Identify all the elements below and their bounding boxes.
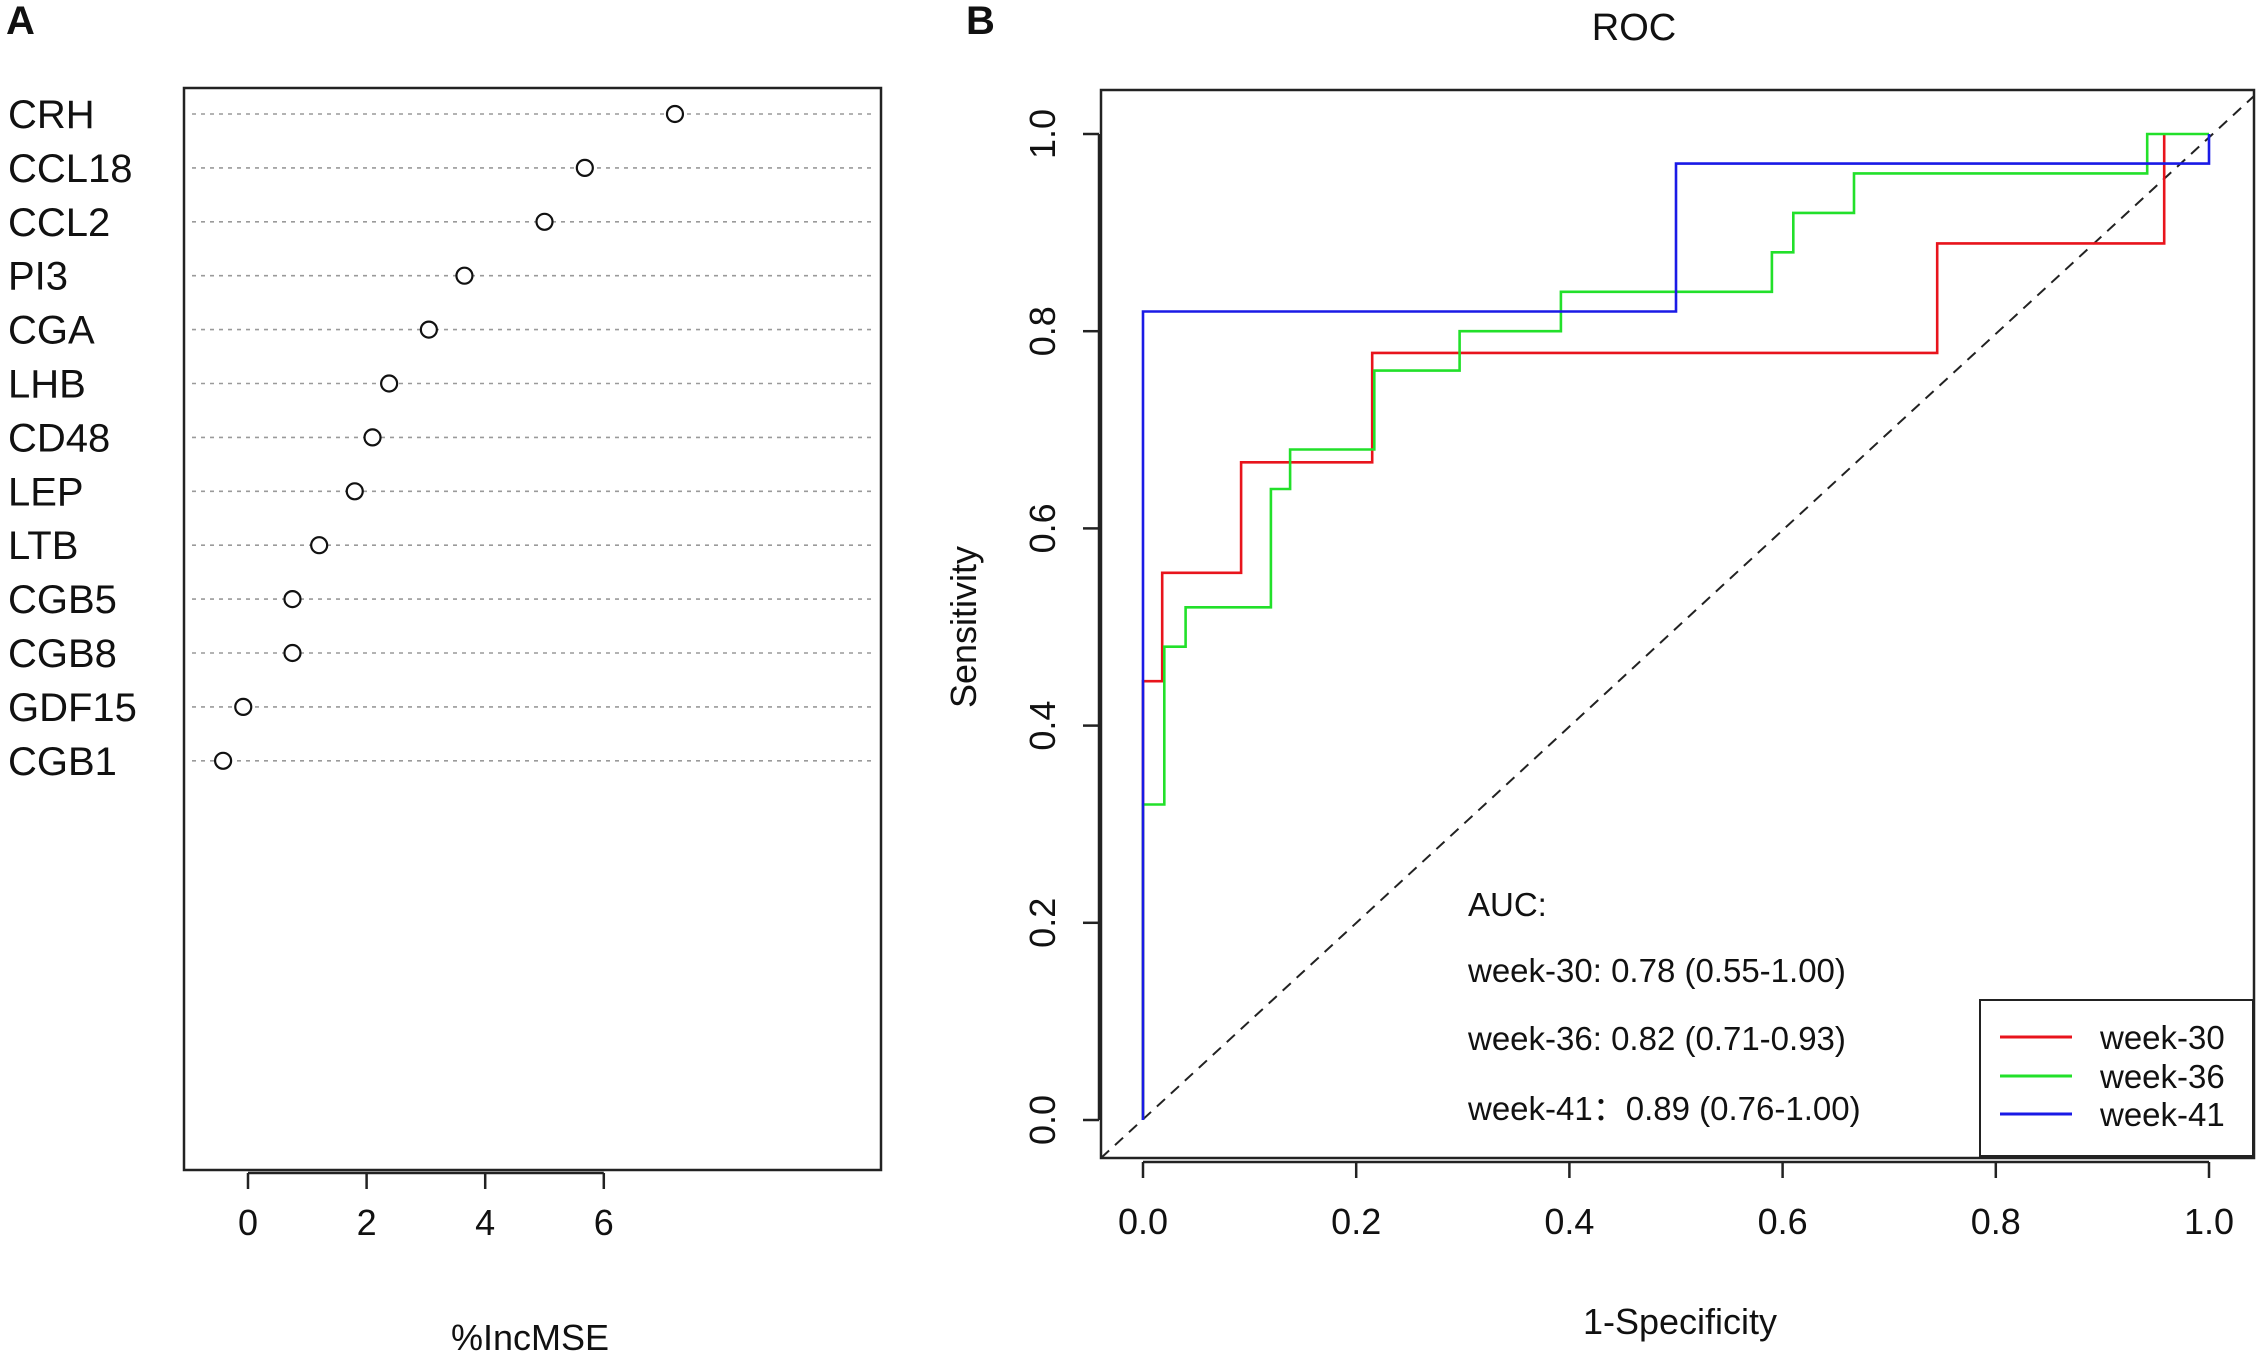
roc-y-axis-title: Sensitivity (943, 546, 984, 708)
roc-x-tick-label-0-6: 0.6 (1758, 1201, 1808, 1242)
roc-curve-week-30 (1141, 134, 2166, 1120)
panel-a-label: A (6, 0, 35, 43)
panel-a-plot-frame (182, 86, 883, 1172)
gene-label-cga: CGA (8, 309, 95, 353)
dot-point-lep (345, 482, 364, 501)
gene-label-lhb: LHB (8, 363, 86, 407)
roc-y-axis: 0.0 0.2 0.4 0.6 0.8 1.0 (1022, 109, 1101, 1145)
dotchart-x-tick-label-2: 2 (357, 1202, 377, 1243)
roc-x-tick-label-0-8: 0.8 (1971, 1201, 2021, 1242)
auc-heading: AUC: (1468, 886, 1547, 923)
roc-diagonal-reference (1100, 95, 2255, 1159)
dotchart-x-tick-label-0: 0 (238, 1202, 258, 1243)
dot-point-cgb8 (283, 643, 302, 663)
dot-point-cga (419, 320, 438, 339)
auc-line-week-30: week-30: 0.78 (0.55-1.00) (1467, 952, 1846, 989)
roc-x-tick-label-0-2: 0.2 (1331, 1201, 1381, 1242)
dotchart-points (213, 104, 685, 770)
dot-point-gdf15 (234, 697, 253, 717)
legend-label-week-30: week-30 (2099, 1019, 2225, 1056)
dotchart-x-tick-label-6: 6 (594, 1202, 614, 1243)
auc-line-week-41: week-41：0.89 (0.76-1.00) (1467, 1090, 1861, 1127)
dot-point-crh (665, 104, 685, 124)
auc-line-week-36: week-36: 0.82 (0.71-0.93) (1467, 1020, 1846, 1057)
dotchart-category-labels: CRH CCL18 CCL2 PI3 CGA LHB CD48 LEP LTB CGB5 CGB8 G… (8, 93, 137, 784)
gene-label-crh: CRH (8, 93, 95, 137)
legend-label-week-36: week-36 (2099, 1058, 2225, 1095)
gene-label-gdf15: GDF15 (8, 686, 137, 730)
roc-legend: week-30 week-36 week-41 (1979, 999, 2254, 1157)
gene-label-pi3: PI3 (8, 255, 68, 299)
gene-label-cgb5: CGB5 (8, 578, 117, 622)
dot-point-ccl2 (535, 212, 554, 231)
roc-curve-week-36 (1141, 132, 2209, 1120)
gene-label-ccl2: CCL2 (8, 201, 110, 245)
dot-point-pi3 (455, 266, 474, 285)
gene-label-lep: LEP (8, 470, 84, 514)
gene-label-cgb1: CGB1 (8, 740, 117, 784)
legend-label-week-41: week-41 (2099, 1096, 2225, 1133)
gene-label-cd48: CD48 (8, 416, 110, 460)
roc-y-tick-label-0-2: 0.2 (1022, 898, 1063, 948)
dot-point-cgb1 (213, 751, 233, 770)
legend-box (1979, 999, 2254, 1157)
dot-point-cgb5 (283, 589, 302, 609)
auc-annotation: AUC: week-30: 0.78 (0.55-1.00) week-36: … (1467, 886, 1861, 1127)
dot-point-lhb (380, 374, 399, 393)
roc-plot-frame (1099, 88, 2256, 1160)
dotchart-x-axis-title: %IncMSE (451, 1317, 609, 1358)
roc-curve-week-41 (1141, 134, 2211, 1120)
dotchart-x-tick-label-4: 4 (475, 1202, 495, 1243)
roc-y-tick-label-0-0: 0.0 (1022, 1095, 1063, 1145)
dot-point-cd48 (363, 428, 382, 447)
roc-y-tick-label-0-4: 0.4 (1022, 701, 1063, 751)
roc-title: ROC (1592, 7, 1676, 49)
gene-label-ccl18: CCL18 (8, 147, 133, 191)
dotchart-x-axis: 0 2 4 6 (238, 1171, 614, 1243)
roc-x-tick-label-1-0: 1.0 (2184, 1201, 2234, 1242)
dotchart-guide-lines (192, 113, 873, 762)
roc-x-axis-title: 1-Specificity (1583, 1301, 1777, 1342)
panel-b-label: B (966, 0, 995, 43)
dot-point-ltb (310, 536, 329, 555)
roc-curves (1141, 132, 2211, 1120)
roc-y-tick-label-1-0: 1.0 (1022, 109, 1063, 159)
dot-point-ccl18 (575, 158, 594, 177)
roc-x-axis: 0.0 0.2 0.4 0.6 0.8 1.0 (1118, 1160, 2234, 1242)
roc-y-tick-label-0-6: 0.6 (1022, 503, 1063, 553)
roc-x-tick-label-0-0: 0.0 (1118, 1201, 1168, 1242)
gene-label-ltb: LTB (8, 524, 78, 568)
gene-label-cgb8: CGB8 (8, 632, 117, 676)
roc-x-tick-label-0-4: 0.4 (1544, 1201, 1594, 1242)
roc-y-tick-label-0-8: 0.8 (1022, 306, 1063, 356)
